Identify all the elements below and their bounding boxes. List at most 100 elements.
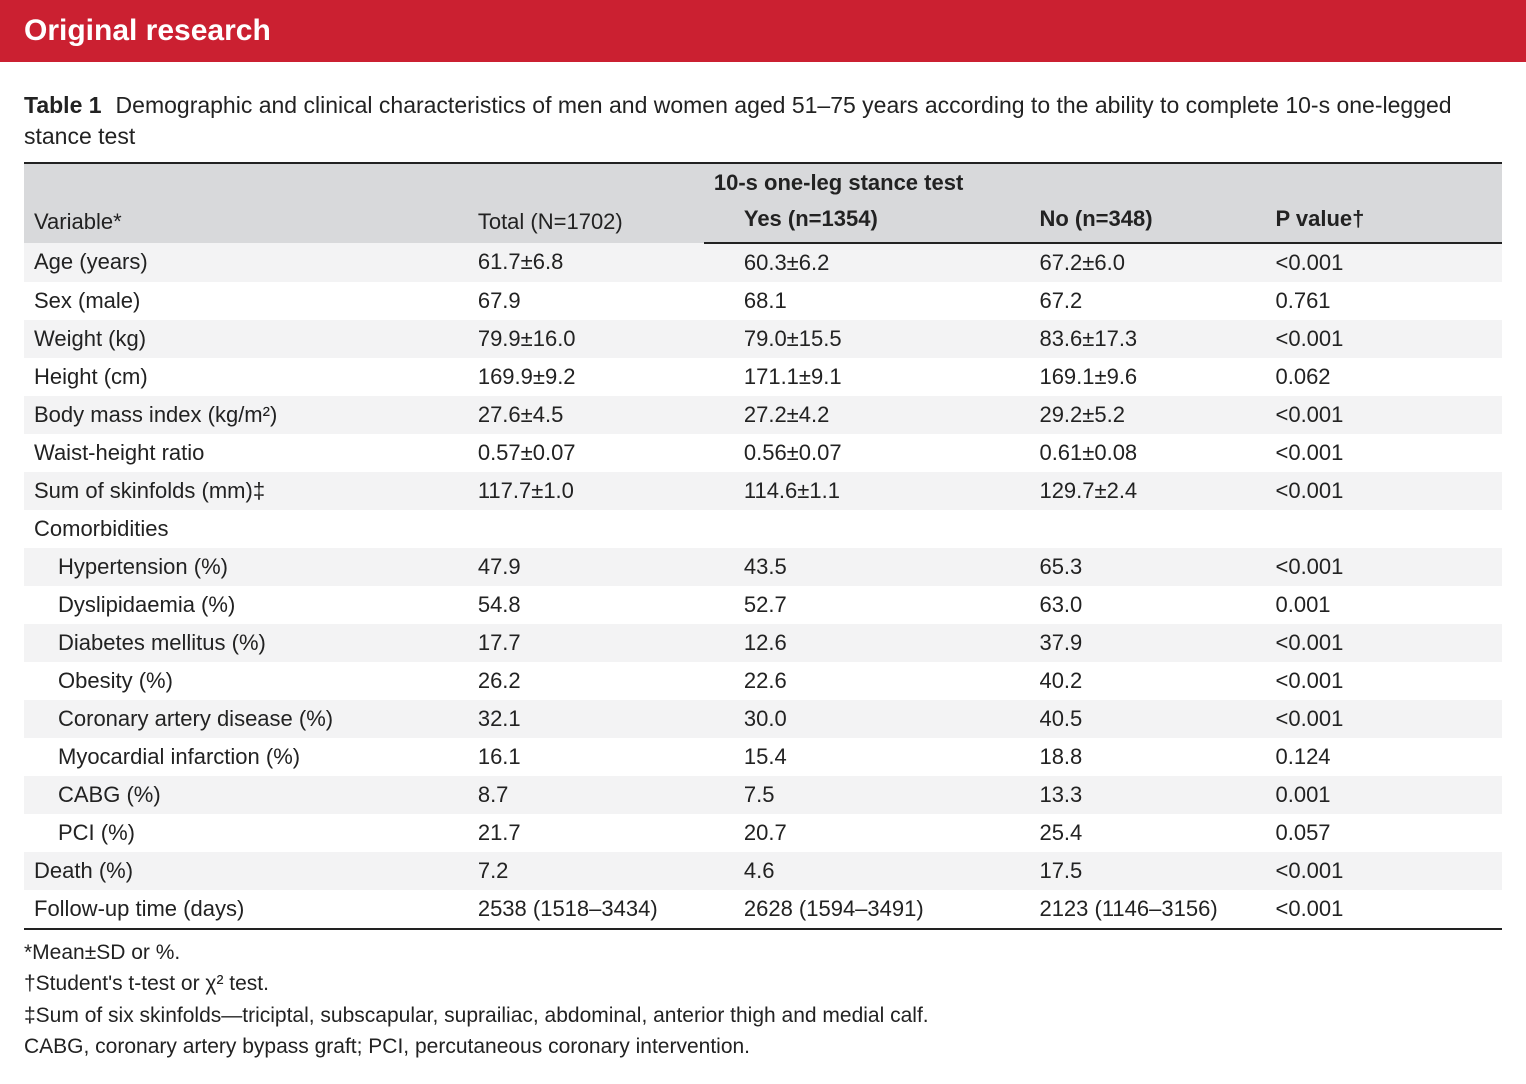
cell-no: 169.1±9.6 [999,358,1265,396]
cell-variable: Height (cm) [24,358,438,396]
table-container: Table 1Demographic and clinical characte… [0,62,1526,1084]
cell-pvalue: 0.001 [1265,776,1502,814]
cell-total: 17.7 [438,624,704,662]
table-row: Death (%)7.24.617.5<0.001 [24,852,1502,890]
footnote: ‡Sum of six skinfolds—triciptal, subscap… [24,1001,1502,1030]
table-head: Variable* Total (N=1702) 10-s one-leg st… [24,163,1502,243]
cell-yes: 114.6±1.1 [704,472,1000,510]
cell-total: 27.6±4.5 [438,396,704,434]
cell-no [999,510,1265,548]
cell-pvalue: <0.001 [1265,434,1502,472]
cell-total: 0.57±0.07 [438,434,704,472]
col-header-no: No (n=348) [999,200,1265,243]
cell-yes: 20.7 [704,814,1000,852]
cell-total: 26.2 [438,662,704,700]
cell-pvalue [1265,510,1502,548]
cell-total: 2538 (1518–3434) [438,890,704,929]
cell-variable: Follow-up time (days) [24,890,438,929]
footnote: CABG, coronary artery bypass graft; PCI,… [24,1032,1502,1061]
cell-variable: Obesity (%) [24,662,438,700]
cell-pvalue: 0.761 [1265,282,1502,320]
cell-total: 67.9 [438,282,704,320]
cell-pvalue: <0.001 [1265,852,1502,890]
table-row: CABG (%)8.77.513.30.001 [24,776,1502,814]
table-row: Obesity (%)26.222.640.2<0.001 [24,662,1502,700]
table-row: Waist-height ratio0.57±0.070.56±0.070.61… [24,434,1502,472]
cell-pvalue: <0.001 [1265,243,1502,282]
cell-total: 47.9 [438,548,704,586]
table-row: Hypertension (%)47.943.565.3<0.001 [24,548,1502,586]
cell-no: 129.7±2.4 [999,472,1265,510]
cell-no: 17.5 [999,852,1265,890]
cell-total: 8.7 [438,776,704,814]
cell-no: 63.0 [999,586,1265,624]
table-row: Age (years)61.7±6.860.3±6.267.2±6.0<0.00… [24,243,1502,282]
cell-yes: 12.6 [704,624,1000,662]
cell-yes [704,510,1000,548]
cell-variable: CABG (%) [24,776,438,814]
col-header-span: 10-s one-leg stance test [704,163,1266,200]
table-row: Follow-up time (days)2538 (1518–3434)262… [24,890,1502,929]
table-row: Comorbidities [24,510,1502,548]
cell-total: 7.2 [438,852,704,890]
cell-pvalue: <0.001 [1265,700,1502,738]
table-caption-text: Demographic and clinical characteristics… [24,92,1452,149]
cell-yes: 27.2±4.2 [704,396,1000,434]
footnote: †Student's t-test or χ² test. [24,969,1502,998]
cell-total: 117.7±1.0 [438,472,704,510]
cell-pvalue: <0.001 [1265,890,1502,929]
cell-variable: Comorbidities [24,510,438,548]
cell-variable: Diabetes mellitus (%) [24,624,438,662]
cell-variable: Death (%) [24,852,438,890]
col-header-yes: Yes (n=1354) [704,200,1000,243]
cell-yes: 30.0 [704,700,1000,738]
cell-total: 54.8 [438,586,704,624]
cell-pvalue: <0.001 [1265,472,1502,510]
cell-total: 61.7±6.8 [438,243,704,282]
cell-variable: Dyslipidaemia (%) [24,586,438,624]
cell-variable: Coronary artery disease (%) [24,700,438,738]
cell-pvalue: <0.001 [1265,624,1502,662]
cell-variable: Sex (male) [24,282,438,320]
table-row: Sex (male)67.968.167.20.761 [24,282,1502,320]
cell-pvalue: <0.001 [1265,396,1502,434]
table-body: Age (years)61.7±6.860.3±6.267.2±6.0<0.00… [24,243,1502,929]
table-row: Weight (kg)79.9±16.079.0±15.583.6±17.3<0… [24,320,1502,358]
cell-yes: 68.1 [704,282,1000,320]
section-header-bar: Original research [0,0,1526,62]
cell-variable: Age (years) [24,243,438,282]
data-table: Variable* Total (N=1702) 10-s one-leg st… [24,162,1502,930]
cell-pvalue: 0.062 [1265,358,1502,396]
cell-no: 29.2±5.2 [999,396,1265,434]
cell-no: 40.2 [999,662,1265,700]
cell-total: 21.7 [438,814,704,852]
col-header-pvalue: P value† [1265,200,1502,243]
section-header-title: Original research [24,14,271,47]
cell-no: 37.9 [999,624,1265,662]
cell-no: 67.2 [999,282,1265,320]
cell-yes: 171.1±9.1 [704,358,1000,396]
cell-pvalue: 0.001 [1265,586,1502,624]
table-row: PCI (%)21.720.725.40.057 [24,814,1502,852]
cell-pvalue: 0.057 [1265,814,1502,852]
cell-yes: 79.0±15.5 [704,320,1000,358]
cell-variable: Myocardial infarction (%) [24,738,438,776]
cell-yes: 2628 (1594–3491) [704,890,1000,929]
cell-no: 65.3 [999,548,1265,586]
cell-variable: Waist-height ratio [24,434,438,472]
cell-yes: 22.6 [704,662,1000,700]
table-row: Coronary artery disease (%)32.130.040.5<… [24,700,1502,738]
table-row: Diabetes mellitus (%)17.712.637.9<0.001 [24,624,1502,662]
table-footnotes: *Mean±SD or %. †Student's t-test or χ² t… [24,930,1502,1062]
cell-yes: 60.3±6.2 [704,243,1000,282]
col-header-total: Total (N=1702) [438,163,704,243]
cell-pvalue: 0.124 [1265,738,1502,776]
cell-no: 18.8 [999,738,1265,776]
cell-pvalue: <0.001 [1265,320,1502,358]
table-row: Dyslipidaemia (%)54.852.763.00.001 [24,586,1502,624]
cell-variable: Body mass index (kg/m²) [24,396,438,434]
col-header-variable: Variable* [24,163,438,243]
table-caption: Table 1Demographic and clinical characte… [24,90,1502,152]
cell-no: 25.4 [999,814,1265,852]
table-row: Height (cm)169.9±9.2171.1±9.1169.1±9.60.… [24,358,1502,396]
